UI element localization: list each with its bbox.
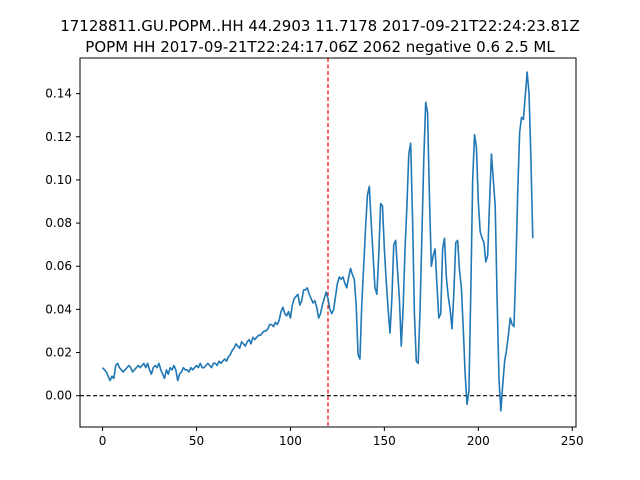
plot-area [80, 58, 576, 427]
y-tick-label: 0.10 [45, 173, 72, 187]
x-axis: 0 50 100 150 200 250 [99, 427, 584, 448]
x-tick-label: 250 [561, 434, 584, 448]
y-tick-label: 0.04 [45, 302, 72, 316]
x-tick-label: 0 [99, 434, 107, 448]
y-tick-label: 0.00 [45, 389, 72, 403]
y-tick-label: 0.12 [45, 130, 72, 144]
series-line-0 [101, 71, 534, 412]
axes-frame [79, 57, 577, 428]
x-tick-label: 50 [189, 434, 204, 448]
x-tick-label: 100 [279, 434, 302, 448]
chart-title-line-2: POPM HH 2017-09-21T22:24:17.06Z 2062 neg… [85, 38, 555, 56]
y-tick-label: 0.02 [45, 346, 72, 360]
y-tick-label: 0.08 [45, 216, 72, 230]
chart-title-line-1: 17128811.GU.POPM..HH 44.2903 11.7178 201… [60, 17, 580, 35]
y-tick-label: 0.06 [45, 259, 72, 273]
x-tick-label: 150 [373, 434, 396, 448]
plot-clip-group [80, 58, 576, 427]
y-axis: 0.00 0.02 0.04 0.06 0.08 0.10 0.12 0.14 [45, 87, 80, 403]
x-tick-label: 200 [467, 434, 490, 448]
y-tick-label: 0.14 [45, 87, 72, 101]
